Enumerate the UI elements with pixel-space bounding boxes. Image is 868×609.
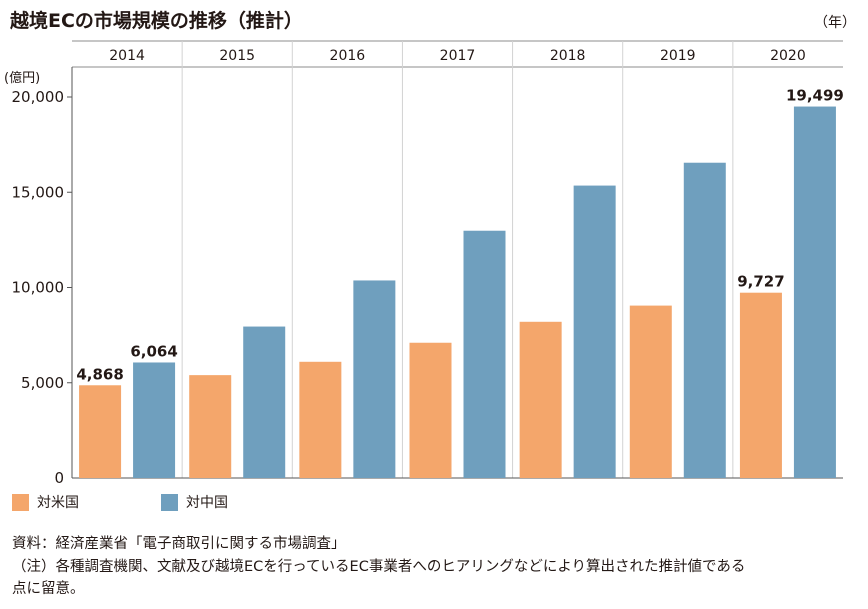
year-label-2016: 2016: [330, 48, 366, 64]
y-tick-label: 10,000: [12, 279, 65, 297]
legend-item-us: 対米国: [12, 492, 79, 512]
bar-cn-2018: [573, 185, 616, 478]
bar-cn-2014: [133, 362, 176, 478]
data-labels: 4,868 6,064 9,727 19,499: [76, 87, 844, 384]
bar-us-2019: [629, 305, 672, 478]
year-label-2014: 2014: [109, 48, 145, 64]
data-label: 4,868: [76, 365, 123, 383]
year-label-2019: 2019: [660, 48, 696, 64]
legend-label-cn: 対中国: [186, 495, 228, 511]
bar-cn-2017: [463, 230, 506, 478]
data-label: 6,064: [130, 342, 177, 360]
bar-us-2017: [409, 342, 452, 478]
year-label-2015: 2015: [219, 48, 255, 64]
data-label: 9,727: [737, 273, 784, 291]
legend-swatch-cn: [161, 493, 178, 511]
legend-item-cn: 対中国: [161, 492, 228, 512]
bar-us-2020: [739, 292, 782, 478]
note-line-2: 点に留意。: [12, 581, 85, 597]
year-header-row: 2014 2015 2016 2017 2018 2019 2020: [72, 40, 843, 68]
bar-cn-2015: [243, 326, 286, 478]
bar-us-2014: [79, 385, 122, 478]
y-tick-label: 20,000: [12, 88, 65, 106]
year-label-2020: 2020: [770, 48, 806, 64]
y-axis-unit: (億円): [4, 70, 40, 86]
grid-lines: [181, 41, 734, 478]
source-note: 資料：経済産業省「電子商取引に関する市場調査」: [12, 536, 346, 552]
legend-swatch-us: [12, 493, 29, 511]
y-tick-label: 15,000: [12, 183, 65, 201]
bar-us-2018: [519, 321, 562, 478]
bar-us-2015: [189, 375, 232, 478]
chart-title: 越境ECの市場規模の推移（推計）: [10, 10, 303, 32]
y-tick-label: 0: [54, 469, 64, 487]
note-line-1: （注）各種調査機関、文献及び越境ECを行っているEC事業者へのヒアリングなどによ…: [12, 559, 746, 575]
bar-cn-2016: [353, 280, 396, 478]
year-label-2018: 2018: [550, 48, 586, 64]
bars: [79, 106, 836, 478]
year-label-2017: 2017: [440, 48, 476, 64]
legend-label-us: 対米国: [37, 495, 79, 511]
bar-cn-2020: [793, 106, 836, 478]
bar-cn-2019: [683, 162, 726, 478]
data-label: 19,499: [786, 87, 844, 105]
year-unit-label: （年）: [814, 15, 856, 31]
y-axis: 0 5,000 10,000 15,000 20,000 (億円): [4, 67, 843, 487]
y-tick-label: 5,000: [21, 374, 64, 392]
bar-us-2016: [299, 361, 342, 478]
